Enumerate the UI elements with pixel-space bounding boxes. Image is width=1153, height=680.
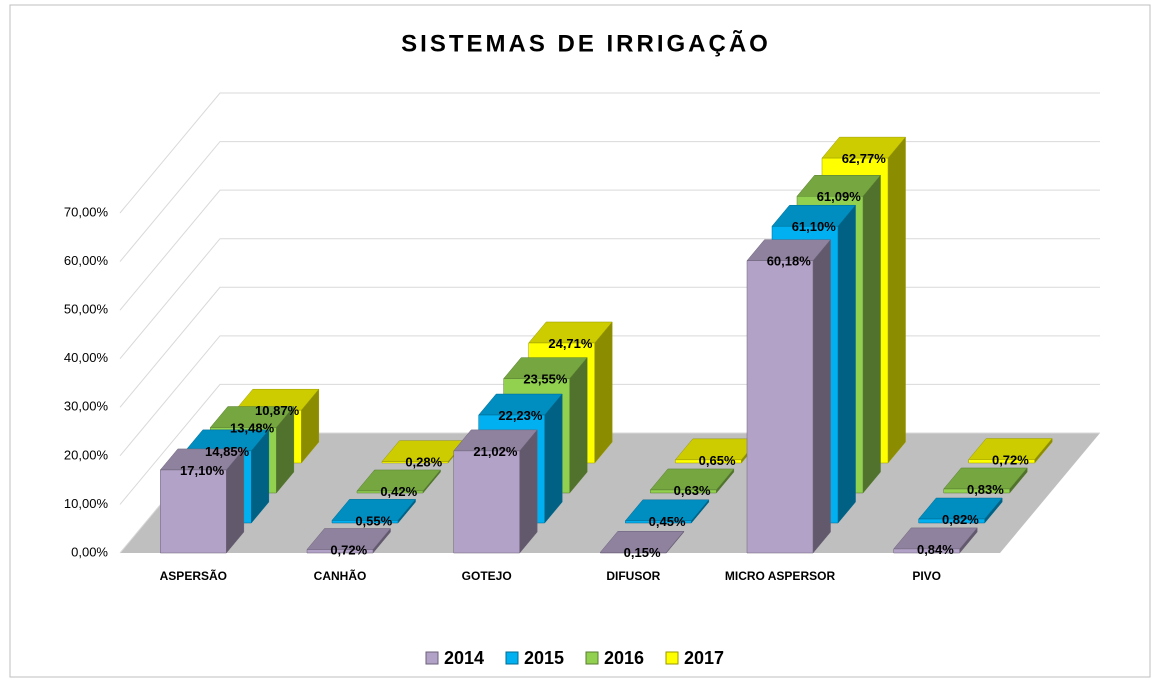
x-tick-label: MICRO ASPERSOR [725, 569, 836, 583]
y-tick-label: 30,00% [64, 399, 109, 414]
legend-swatch [585, 651, 599, 665]
value-label: 0,28% [405, 455, 442, 470]
bar [159, 448, 245, 554]
y-tick-label: 0,00% [71, 544, 108, 559]
value-label: 0,72% [992, 452, 1029, 467]
value-label: 22,23% [498, 408, 543, 423]
legend-label: 2017 [684, 648, 724, 668]
value-label: 0,84% [917, 542, 954, 557]
legend-label: 2014 [444, 648, 484, 668]
y-tick-label: 20,00% [64, 447, 109, 462]
value-label: 0,63% [674, 483, 711, 498]
legend-swatch [665, 651, 679, 665]
x-tick-label: CANHÃO [314, 568, 367, 583]
bar [968, 437, 1053, 464]
value-label: 23,55% [523, 372, 568, 387]
x-tick-label: ASPERSÃO [160, 568, 227, 583]
value-label: 0,55% [355, 513, 392, 528]
y-tick-label: 40,00% [64, 350, 109, 365]
value-label: 0,65% [699, 453, 736, 468]
value-label: 24,71% [548, 336, 593, 351]
bar [893, 527, 978, 554]
bar [356, 469, 442, 494]
value-label: 21,02% [473, 444, 518, 459]
x-tick-label: PIVO [912, 569, 941, 583]
value-label: 0,82% [942, 512, 979, 527]
legend-swatch [505, 651, 519, 665]
grid-line [119, 92, 1100, 214]
value-label: 60,18% [767, 254, 812, 269]
y-tick-label: 10,00% [64, 496, 109, 511]
value-label: 62,77% [842, 151, 887, 166]
bar [918, 497, 1003, 524]
value-label: 0,15% [624, 545, 661, 560]
bar [943, 467, 1028, 494]
bar [599, 530, 685, 554]
y-tick-label: 70,00% [64, 204, 109, 219]
legend-swatch [425, 651, 439, 665]
value-label: 17,10% [180, 463, 225, 478]
legend-label: 2016 [604, 648, 644, 668]
value-label: 61,10% [792, 219, 837, 234]
y-tick-label: 60,00% [64, 253, 109, 268]
value-label: 0,45% [649, 514, 686, 529]
value-label: 0,83% [967, 482, 1004, 497]
bar [331, 498, 417, 524]
value-label: 0,42% [380, 484, 417, 499]
value-label: 13,48% [230, 420, 275, 435]
x-tick-label: GOTEJO [462, 569, 512, 583]
bar [746, 239, 832, 554]
bar [649, 468, 735, 494]
bar [306, 527, 392, 554]
y-tick-label: 50,00% [64, 302, 109, 317]
chart-title: SISTEMAS DE IRRIGAÇÃO [401, 29, 771, 57]
value-label: 10,87% [255, 403, 300, 418]
value-label: 61,09% [817, 189, 862, 204]
value-label: 14,85% [205, 444, 250, 459]
x-tick-label: DIFUSOR [606, 569, 660, 583]
bar [624, 499, 710, 524]
bar [453, 429, 538, 554]
value-label: 0,72% [330, 542, 367, 557]
legend-label: 2015 [524, 648, 564, 668]
grid-line [119, 141, 1100, 262]
